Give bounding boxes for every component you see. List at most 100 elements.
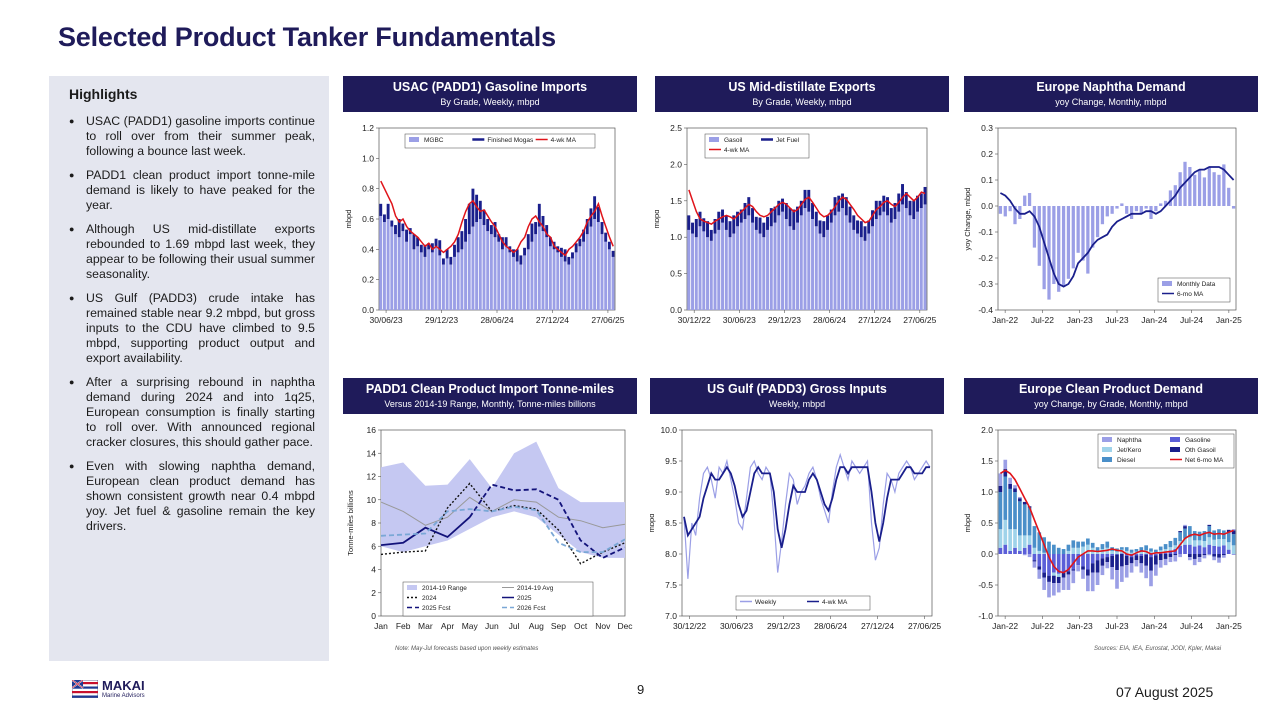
bar-mgbc: [489, 234, 493, 310]
bar-diesel: [1212, 556, 1216, 561]
bar-jet-kero: [1129, 549, 1134, 553]
bar-oth-gasoil: [1008, 483, 1012, 489]
bar-oth-gasoil: [1056, 576, 1061, 584]
legend-label: 2026 Fcst: [517, 605, 546, 612]
y-tick-label: 2: [371, 588, 376, 598]
bar-naphtha: [1197, 545, 1202, 554]
bar-jet-fuel: [777, 200, 781, 216]
x-tick-label: Jan-23: [1067, 621, 1093, 631]
bar-mgbc: [523, 255, 526, 310]
bar-mgbc: [405, 241, 408, 310]
bar-oth-gasoil: [1095, 560, 1100, 573]
bar-jet-kero: [1139, 547, 1144, 551]
chart-note: Note: May-Jul forecasts based upon weekl…: [395, 646, 539, 652]
bar-naphtha: [1076, 554, 1080, 566]
legend-swatch: [1162, 281, 1172, 286]
x-tick-label: Jul-23: [1105, 621, 1128, 631]
bar-mgbc: [478, 219, 482, 310]
bar-jet-kero: [1008, 488, 1012, 530]
bar-diesel: [1105, 562, 1110, 569]
bar-monthly: [1023, 195, 1027, 206]
bar-jet-fuel: [788, 208, 792, 227]
bar-monthly: [1105, 206, 1109, 217]
bar-diesel: [1134, 560, 1139, 567]
bar-naphtha: [1100, 554, 1105, 559]
bar-finished-mogas: [548, 237, 552, 247]
bar-mgbc: [500, 249, 504, 310]
y-tick-label: 0.8: [362, 184, 374, 194]
bar-gasoil: [713, 233, 717, 310]
highlight-item: US Gulf (PADD3) crude intake has remaine…: [69, 291, 315, 366]
bar-jet-fuel: [739, 209, 743, 223]
chart-europe-clean: -1.0 -0.5 0.0 0.5 1.0 1.5 2.0 mbpd Jan-22 Jul-22 J…: [964, 425, 1242, 631]
bar-gasoil: [784, 219, 788, 310]
bar-gasoline: [1183, 538, 1187, 545]
y-tick-label: -1.0: [978, 611, 993, 621]
bar-monthly: [1095, 206, 1100, 238]
bar-gasoil: [706, 237, 709, 310]
bar-naphtha: [998, 547, 1003, 554]
bar-gasoil: [893, 219, 897, 310]
bar-mgbc: [537, 226, 541, 310]
legend-label: Monthly Data: [1177, 281, 1216, 288]
bar-gasoil: [781, 211, 784, 310]
bar-monthly: [1047, 206, 1051, 300]
bar-monthly: [1100, 206, 1105, 225]
bar-gasoil: [698, 226, 702, 310]
bar-jet-fuel: [754, 216, 758, 230]
chart-title: US Gulf (PADD3) Gross Inputs: [707, 382, 887, 396]
bar-finished-mogas: [434, 238, 438, 247]
y-tick-label: 14: [367, 448, 377, 458]
bar-diesel: [1154, 564, 1158, 576]
bar-mgbc: [585, 234, 589, 310]
bar-gasoil: [743, 219, 747, 310]
legend-label: Oth Gasoil: [1185, 447, 1216, 454]
bar-finished-mogas: [394, 225, 397, 235]
bar-mgbc: [504, 246, 508, 310]
bar-finished-mogas: [427, 243, 431, 250]
bar-monthly: [1188, 167, 1192, 206]
bar-mgbc: [519, 264, 523, 310]
bar-mgbc: [471, 226, 475, 310]
bar-jet-fuel: [747, 197, 751, 216]
bar-mgbc: [453, 256, 456, 310]
bar-naphtha: [1032, 554, 1037, 561]
panel-header: US Mid-distillate Exports By Grade, Week…: [655, 76, 949, 112]
bar-gasoil: [724, 229, 728, 310]
bar-mgbc: [515, 261, 519, 310]
bar-monthly: [1037, 206, 1041, 266]
y-tick-label: 0.2: [362, 275, 374, 285]
bar-gasoline: [1188, 537, 1192, 545]
ma-line: [999, 469, 1234, 574]
bar-gasoil: [754, 229, 758, 310]
x-tick-label: 27/06/25: [903, 315, 936, 325]
bar-monthly: [1222, 164, 1226, 206]
bar-jet-kero: [1173, 537, 1178, 546]
range-band: [381, 441, 625, 558]
bar-gasoline: [1056, 573, 1061, 577]
bar-mgbc: [445, 258, 449, 310]
legend-box: [404, 133, 596, 149]
bar-gasoil: [912, 219, 916, 310]
bar-diesel: [1197, 557, 1202, 563]
bar-diesel: [1120, 566, 1124, 582]
bar-diesel: [1071, 570, 1076, 584]
bar-jet-fuel: [811, 202, 814, 219]
bar-jet-fuel: [901, 184, 904, 205]
bar-jet-kero: [1188, 526, 1192, 538]
bar-monthly: [1086, 206, 1090, 274]
bar-jet-kero: [1061, 549, 1066, 554]
bar-gasoil: [769, 226, 773, 310]
bar-gasoil: [721, 222, 724, 310]
bar-mgbc: [530, 241, 534, 310]
bar-finished-mogas: [523, 247, 526, 256]
bar-mgbc: [475, 222, 479, 310]
bar-diesel: [1037, 569, 1042, 579]
x-tick-label: 29/12/23: [767, 621, 800, 631]
bar-jet-kero: [1168, 540, 1173, 548]
bar-mgbc: [449, 264, 453, 310]
x-tick-label: Jul-24: [1180, 621, 1203, 631]
bar-jet-fuel: [736, 211, 739, 227]
bar-oth-gasoil: [1183, 526, 1187, 529]
y-tick-label: 0.1: [981, 175, 993, 185]
